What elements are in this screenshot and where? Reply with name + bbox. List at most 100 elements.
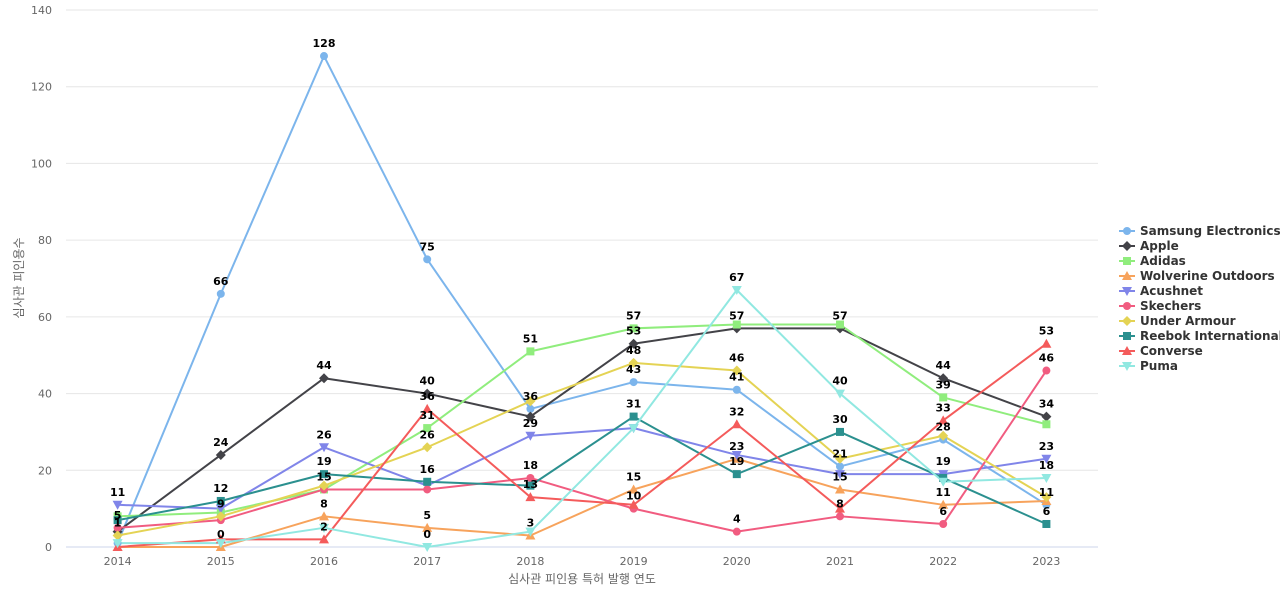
- data-label-reebok-international: 6: [1043, 505, 1051, 518]
- data-label-reebok-international: 12: [213, 482, 228, 495]
- point-skechers: [939, 519, 948, 528]
- series-line-acushnet: [117, 427, 1047, 510]
- point-under-armour: [422, 442, 433, 453]
- data-label-adidas: 39: [936, 378, 951, 391]
- point-adidas: [836, 320, 844, 329]
- data-label-wolverine-outdoors: 15: [626, 470, 641, 483]
- legend-swatch-marker: [1123, 332, 1131, 340]
- legend-label: Under Armour: [1140, 314, 1236, 328]
- point-samsung-electronics: [526, 404, 535, 413]
- legend-item-reebok-international[interactable]: Reebok International: [1119, 329, 1280, 343]
- point-converse: [731, 419, 742, 429]
- point-under-armour: [731, 365, 742, 376]
- data-label-puma: 18: [1039, 459, 1054, 472]
- x-tick-label: 2014: [104, 555, 132, 568]
- point-adidas: [732, 320, 741, 329]
- point-reebok-international: [836, 427, 844, 436]
- point-under-armour: [112, 530, 123, 541]
- point-puma: [938, 477, 949, 487]
- point-puma: [1041, 473, 1052, 483]
- point-converse: [938, 415, 949, 425]
- data-label-converse: 32: [729, 405, 744, 418]
- data-label-under-armour: 1: [114, 516, 122, 529]
- data-label-under-armour: 26: [420, 428, 436, 441]
- legend-item-converse[interactable]: Converse: [1119, 344, 1203, 358]
- data-label-wolverine-outdoors: 5: [423, 509, 431, 522]
- point-under-armour: [525, 396, 536, 407]
- data-label-apple: 44: [316, 359, 332, 372]
- y-tick-label: 20: [38, 464, 52, 477]
- point-reebok-international: [320, 470, 328, 479]
- legend-label: Samsung Electronics: [1140, 224, 1280, 238]
- legend-swatch-marker: [1122, 287, 1132, 296]
- point-converse: [1041, 338, 1052, 348]
- point-apple: [1041, 411, 1052, 422]
- point-apple: [628, 338, 639, 349]
- data-label-wolverine-outdoors: 3: [527, 516, 535, 529]
- data-label-converse: 36: [420, 390, 436, 403]
- legend-label: Wolverine Outdoors: [1140, 269, 1275, 283]
- data-label-reebok-international: 16: [420, 463, 436, 476]
- legend-swatch-marker: [1122, 346, 1132, 355]
- series-lines: [116, 55, 1048, 548]
- point-reebok-international: [732, 470, 741, 479]
- y-tick-label: 0: [45, 541, 52, 554]
- legend-label: Acushnet: [1140, 284, 1203, 298]
- legend-item-adidas[interactable]: Adidas: [1119, 254, 1186, 268]
- legend-swatch-marker: [1123, 302, 1131, 310]
- legend-item-under-armour[interactable]: Under Armour: [1119, 314, 1236, 328]
- data-label-reebok-international: 19: [316, 455, 331, 468]
- x-tick-label: 2023: [1032, 555, 1060, 568]
- data-label-adidas: 31: [420, 409, 435, 422]
- y-tick-label: 120: [31, 81, 52, 94]
- legend-item-apple[interactable]: Apple: [1119, 239, 1179, 253]
- point-skechers: [836, 512, 844, 521]
- legend-item-puma[interactable]: Puma: [1119, 359, 1178, 373]
- point-under-armour: [1041, 492, 1052, 503]
- data-label-skechers: 6: [939, 505, 947, 518]
- point-reebok-international: [423, 477, 432, 486]
- data-label-samsung-electronics: 11: [1039, 486, 1054, 499]
- data-label-wolverine-outdoors: 23: [729, 440, 744, 453]
- data-label-reebok-international: 31: [626, 398, 641, 411]
- data-label-apple: 24: [213, 436, 229, 449]
- series-line-puma: [117, 289, 1047, 548]
- x-axis-ticks: 2014 2015 2016 2017 2018 2019 2020 2021 2022 2023: [104, 555, 1061, 568]
- data-label-adidas: 57: [626, 309, 641, 322]
- data-label-under-armour: 9: [217, 497, 225, 510]
- legend-item-samsung-electronics[interactable]: Samsung Electronics: [1119, 224, 1280, 238]
- point-acushnet: [731, 450, 742, 460]
- point-skechers: [113, 523, 122, 532]
- legend-item-wolverine-outdoors[interactable]: Wolverine Outdoors: [1119, 269, 1275, 283]
- x-tick-label: 2018: [516, 555, 544, 568]
- point-converse: [835, 503, 845, 513]
- y-tick-label: 140: [31, 4, 52, 17]
- data-label-apple: 40: [420, 375, 436, 388]
- point-apple: [938, 373, 949, 384]
- y-tick-label: 60: [38, 311, 52, 324]
- point-samsung-electronics: [216, 289, 225, 298]
- data-label-converse: 33: [936, 401, 951, 414]
- series-line-wolverine-outdoors: [117, 457, 1047, 548]
- data-label-puma: 40: [832, 375, 848, 388]
- legend-item-skechers[interactable]: Skechers: [1119, 299, 1201, 313]
- x-tick-label: 2015: [207, 555, 235, 568]
- data-label-under-armour: 48: [626, 344, 641, 357]
- data-label-apple: 34: [1039, 398, 1055, 411]
- point-skechers: [526, 473, 535, 482]
- point-acushnet: [215, 504, 226, 514]
- point-reebok-international: [113, 516, 122, 525]
- point-adidas: [526, 347, 535, 356]
- legend-swatch-marker: [1122, 316, 1132, 326]
- x-tick-label: 2016: [310, 555, 338, 568]
- series-line-samsung-electronics: [116, 55, 1047, 544]
- legend-item-acushnet[interactable]: Acushnet: [1119, 284, 1203, 298]
- point-acushnet: [1041, 454, 1052, 464]
- y-axis-ticks: 0 20 40 60 80 100 120 140: [31, 4, 52, 554]
- point-skechers: [1042, 366, 1051, 375]
- point-skechers: [732, 527, 741, 536]
- point-samsung-electronics: [629, 378, 638, 387]
- data-label-samsung-electronics: 43: [626, 363, 641, 376]
- data-label-samsung-electronics: 75: [420, 240, 435, 253]
- data-label-wolverine-outdoors: 15: [832, 470, 847, 483]
